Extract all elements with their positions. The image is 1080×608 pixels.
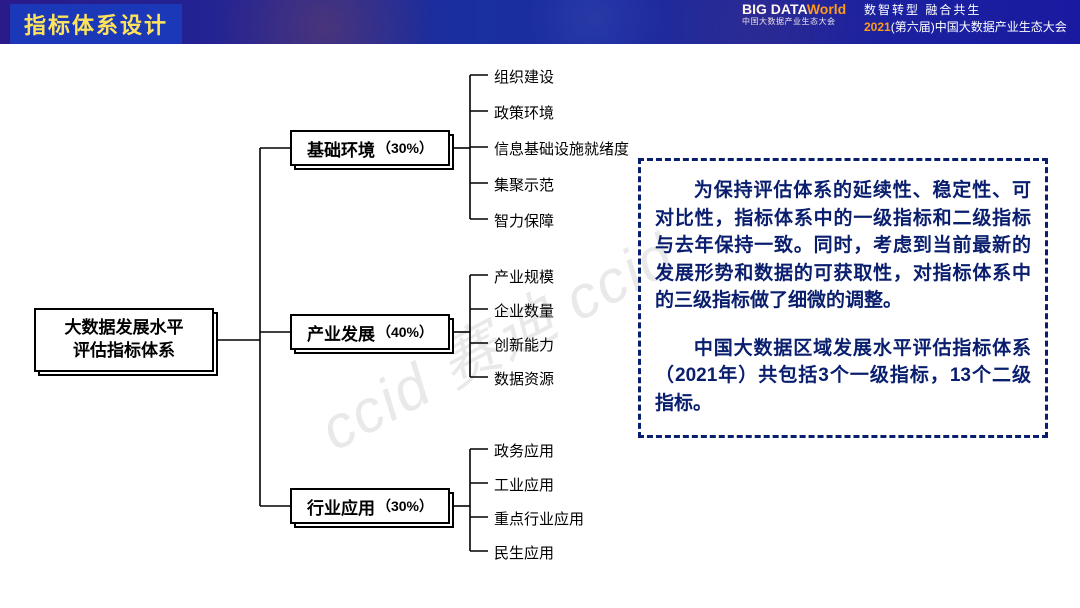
- cat-weight: （30%）: [377, 496, 433, 516]
- logo-world: World: [807, 1, 846, 17]
- slogan-rest: (第六届)中国大数据产业生态大会: [891, 20, 1067, 34]
- leaf-label: 企业数量: [494, 300, 554, 321]
- leaf-label: 智力保障: [494, 210, 554, 231]
- header-banner: 指标体系设计 BIG DATAWorld 中国大数据产业生态大会 数智转型 融合…: [0, 0, 1080, 44]
- root-label: 大数据发展水平评估指标体系: [65, 317, 184, 363]
- cat-weight: （30%）: [377, 138, 433, 158]
- leaf-label: 民生应用: [494, 542, 554, 563]
- logo-main: BIG DATAWorld: [742, 2, 846, 16]
- cat-label: 行业应用: [307, 494, 375, 519]
- cat-box: 行业应用（30%）: [290, 488, 450, 524]
- slogan-block: 数智转型 融合共生 2021(第六届)中国大数据产业生态大会: [864, 2, 1067, 36]
- leaf-label: 数据资源: [494, 368, 554, 389]
- root-box: 大数据发展水平评估指标体系: [34, 308, 214, 372]
- info-card: 为保持评估体系的延续性、稳定性、可对比性，指标体系中的一级指标和二级指标与去年保…: [638, 158, 1048, 438]
- leaf-label: 组织建设: [494, 66, 554, 87]
- leaf-label: 集聚示范: [494, 174, 554, 195]
- info-paragraph-2: 中国大数据区域发展水平评估指标体系（2021年）共包括3个一级指标，13个二级指…: [655, 335, 1031, 418]
- cat-box: 产业发展（40%）: [290, 314, 450, 350]
- slogan-year: 2021: [864, 20, 891, 34]
- logo-block: BIG DATAWorld 中国大数据产业生态大会: [742, 2, 846, 27]
- leaf-label: 产业规模: [494, 266, 554, 287]
- content-stage: ccid 赛迪 ccid 大数据发展水平评估指标体系 基础环境（30%）产业发展…: [0, 44, 1080, 608]
- info-paragraph-1: 为保持评估体系的延续性、稳定性、可对比性，指标体系中的一级指标和二级指标与去年保…: [655, 177, 1031, 315]
- leaf-label: 工业应用: [494, 474, 554, 495]
- slogan-line1: 数智转型 融合共生: [864, 2, 1067, 19]
- leaf-label: 政务应用: [494, 440, 554, 461]
- leaf-label: 创新能力: [494, 334, 554, 355]
- cat-label: 产业发展: [307, 320, 375, 345]
- leaf-label: 政策环境: [494, 102, 554, 123]
- cat-box: 基础环境（30%）: [290, 130, 450, 166]
- cat-weight: （40%）: [377, 322, 433, 342]
- info-p2-text: 中国大数据区域发展水平评估指标体系（2021年）共包括3个一级指标，13个二级指…: [655, 338, 1031, 414]
- leaf-label: 重点行业应用: [494, 508, 584, 529]
- cat-label: 基础环境: [307, 136, 375, 161]
- info-p1-text: 为保持评估体系的延续性、稳定性、可对比性，指标体系中的一级指标和二级指标与去年保…: [655, 180, 1031, 311]
- logo-bigdata: BIG DATA: [742, 1, 807, 17]
- logo-sub: 中国大数据产业生态大会: [742, 16, 846, 27]
- slogan-line2: 2021(第六届)中国大数据产业生态大会: [864, 19, 1067, 36]
- leaf-label: 信息基础设施就绪度: [494, 138, 629, 159]
- page-title: 指标体系设计: [24, 13, 168, 38]
- page-title-badge: 指标体系设计: [10, 4, 182, 44]
